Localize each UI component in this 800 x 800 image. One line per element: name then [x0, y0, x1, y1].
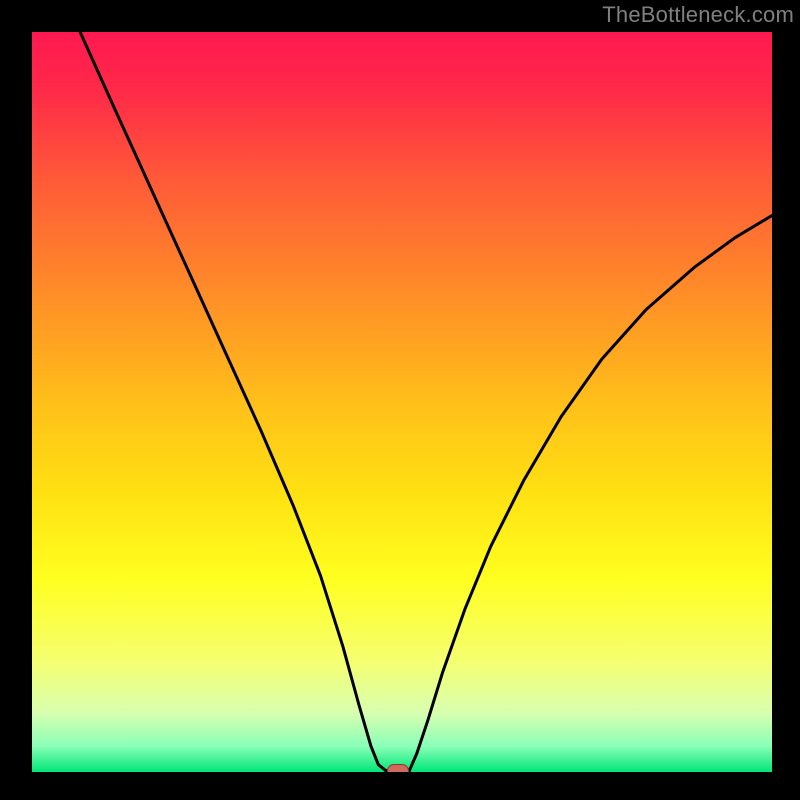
curve-left-branch — [80, 32, 386, 771]
plot-area — [32, 32, 772, 772]
minimum-marker — [387, 764, 409, 772]
watermark-text: TheBottleneck.com — [602, 2, 794, 28]
curve-right-branch — [409, 216, 772, 771]
chart-canvas: TheBottleneck.com — [0, 0, 800, 800]
bottleneck-curve — [32, 32, 772, 772]
